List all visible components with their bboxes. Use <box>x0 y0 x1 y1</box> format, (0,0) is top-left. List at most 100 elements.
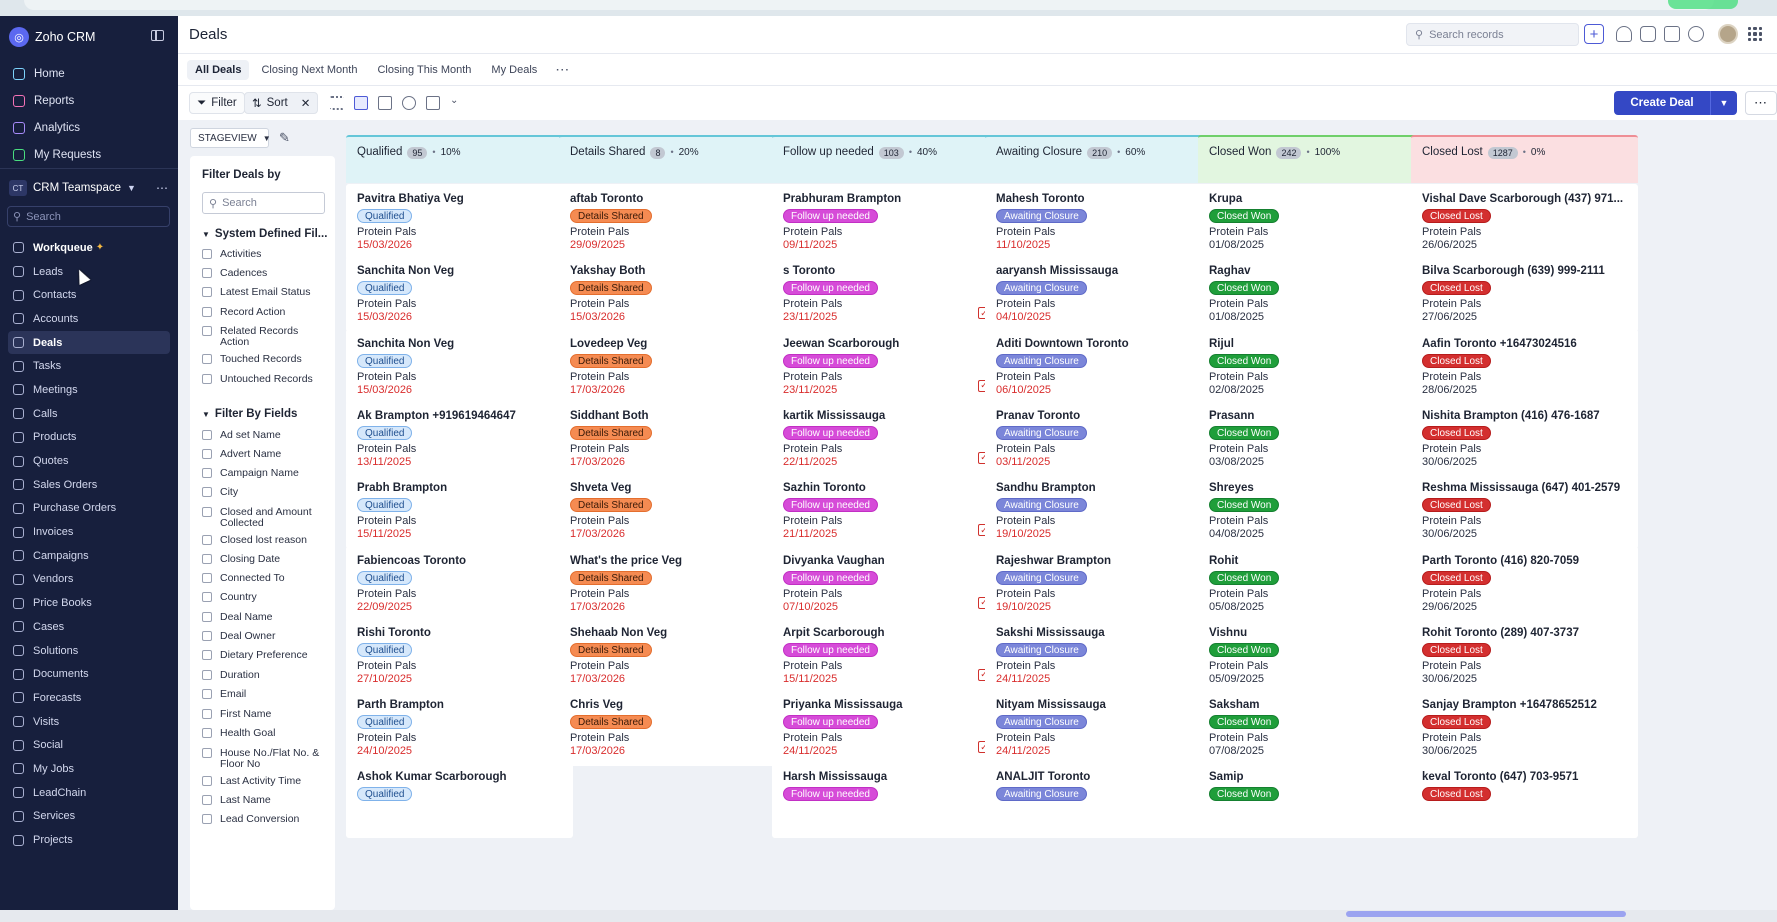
gear-icon[interactable] <box>1688 26 1704 42</box>
checkbox[interactable] <box>202 487 212 497</box>
checkbox[interactable] <box>202 612 212 622</box>
deal-card[interactable]: Shveta Veg Details Shared Protein Pals 17/0… <box>559 473 786 550</box>
deal-name[interactable]: Nityam Mississauga <box>996 699 1106 712</box>
kanban-view-icon[interactable] <box>354 96 368 110</box>
deal-card[interactable]: Rohit Closed Won Protein Pals 05/08/2025 <box>1198 545 1425 622</box>
account-name[interactable]: Protein Pals <box>357 442 417 455</box>
account-name[interactable]: Protein Pals <box>783 659 843 672</box>
filter-option-latest-email-status[interactable]: Latest Email Status <box>202 287 327 298</box>
deal-card[interactable]: Prabh Brampton Qualified Protein Pals 15/11… <box>346 473 573 550</box>
checkbox[interactable] <box>202 573 212 583</box>
stage-header[interactable]: Follow up needed 103 • 40% <box>772 135 999 183</box>
deal-card[interactable]: Arpit Scarborough Follow up needed Protein… <box>772 617 999 694</box>
deal-card[interactable]: Rishi Toronto Qualified Protein Pals 27/10/… <box>346 617 573 694</box>
deal-card[interactable]: Mahesh Toronto Awaiting Closure Protein Pa… <box>985 184 1212 260</box>
deal-name[interactable]: Sanjay Brampton +16478652512 <box>1422 699 1597 712</box>
sidebar-item-campaigns[interactable]: Campaigns <box>0 544 178 568</box>
filter-option-campaign-name[interactable]: Campaign Name <box>202 468 327 479</box>
deal-name[interactable]: Prabh Brampton <box>357 482 448 495</box>
more-options-icon[interactable]: ⋯ <box>156 181 169 195</box>
filter-option-last-activity-time[interactable]: Last Activity Time <box>202 776 327 787</box>
filter-option-activities[interactable]: Activities <box>202 249 327 260</box>
deal-card[interactable]: Nishita Brampton (416) 476-1687 Closed Lo… <box>1411 400 1638 477</box>
filter-option-related-records-action[interactable]: Related Records Action <box>202 326 327 348</box>
deal-name[interactable]: Sakshi Mississauga <box>996 626 1105 639</box>
account-name[interactable]: Protein Pals <box>357 587 417 600</box>
deal-card[interactable]: Lovedeep Veg Details Shared Protein Pals 17… <box>559 328 786 405</box>
stage-header[interactable]: Awaiting Closure 210 • 60% <box>985 135 1212 183</box>
deal-card[interactable]: Vishnu Closed Won Protein Pals 05/09/2025 <box>1198 617 1425 694</box>
deal-name[interactable]: Nishita Brampton (416) 476-1687 <box>1422 409 1600 422</box>
sidebar-item-tasks[interactable]: Tasks <box>0 354 178 378</box>
sidebar-item-contacts[interactable]: Contacts <box>0 283 178 307</box>
filter-option-last-name[interactable]: Last Name <box>202 795 327 806</box>
deal-card[interactable]: Prabhuram Brampton Follow up needed Protei… <box>772 184 999 260</box>
account-name[interactable]: Protein Pals <box>357 659 417 672</box>
tab-closing-this-month[interactable]: Closing This Month <box>377 63 472 76</box>
checkbox[interactable] <box>202 554 212 564</box>
deal-name[interactable]: Rijul <box>1209 337 1234 350</box>
checkbox[interactable] <box>202 631 212 641</box>
deal-card[interactable]: s Toronto Follow up needed Protein Pals 23/… <box>772 256 999 333</box>
deal-name[interactable]: Pranav Toronto <box>996 409 1081 422</box>
deal-card[interactable]: Sanjay Brampton +16478652512 Closed Lost P… <box>1411 690 1638 767</box>
deal-name[interactable]: aftab Toronto <box>570 193 644 205</box>
deal-card[interactable]: ANALJIT Toronto Awaiting Closure <box>985 762 1212 839</box>
deal-name[interactable]: Shreyes <box>1209 482 1254 495</box>
deal-name[interactable]: Prasann <box>1209 409 1255 422</box>
sidebar-item-my-requests[interactable]: My Requests <box>0 141 178 168</box>
account-name[interactable]: Protein Pals <box>570 515 630 528</box>
checkbox[interactable] <box>202 468 212 478</box>
account-name[interactable]: Protein Pals <box>1209 515 1269 528</box>
filter-option-country[interactable]: Country <box>202 592 327 603</box>
sidebar-item-reports[interactable]: Reports <box>0 87 178 114</box>
filter-option-lead-conversion[interactable]: Lead Conversion <box>202 814 327 825</box>
deal-name[interactable]: What's the price Veg <box>570 554 683 567</box>
deal-name[interactable]: aaryansh Mississauga <box>996 265 1119 278</box>
filter-option-cadences[interactable]: Cadences <box>202 268 327 279</box>
deal-card[interactable]: Yakshay Both Details Shared Protein Pals 15… <box>559 256 786 333</box>
filter-option-city[interactable]: City <box>202 487 327 498</box>
deal-name[interactable]: Rohit <box>1209 554 1239 567</box>
system-filters-heading[interactable]: ▼ System Defined Fil... <box>202 228 327 240</box>
pencil-icon[interactable]: ✎ <box>279 130 290 145</box>
account-name[interactable]: Protein Pals <box>783 587 843 600</box>
deal-card[interactable]: Aafin Toronto +16473024516 Closed Lost Pro… <box>1411 328 1638 405</box>
avatar[interactable] <box>1718 24 1738 44</box>
account-name[interactable]: Protein Pals <box>996 515 1056 528</box>
sidebar-item-forecasts[interactable]: Forecasts <box>0 686 178 710</box>
create-deal-button[interactable]: Create Deal <box>1614 91 1710 115</box>
filter-option-ad-set-name[interactable]: Ad set Name <box>202 430 327 441</box>
tab-all-deals[interactable]: All Deals <box>187 59 250 80</box>
checkbox[interactable] <box>202 354 212 364</box>
deal-name[interactable]: keval Toronto (647) 703-9571 <box>1422 771 1579 784</box>
deal-name[interactable]: Sanchita Non Veg <box>357 337 455 350</box>
tab-my-deals[interactable]: My Deals <box>491 63 538 76</box>
deal-card[interactable]: Aditi Downtown Toronto Awaiting Closure Pr… <box>985 328 1212 405</box>
marketplace-icon[interactable] <box>1664 26 1680 42</box>
account-name[interactable]: Protein Pals <box>570 659 630 672</box>
deal-card[interactable]: Prasann Closed Won Protein Pals 03/08/2025 <box>1198 400 1425 477</box>
account-name[interactable]: Protein Pals <box>357 370 417 383</box>
account-name[interactable]: Protein Pals <box>570 370 630 383</box>
sidebar-item-documents[interactable]: Documents <box>0 662 178 686</box>
checkbox[interactable] <box>202 287 212 297</box>
checkbox[interactable] <box>202 709 212 719</box>
close-icon[interactable]: ✕ <box>300 98 311 110</box>
deal-name[interactable]: ANALJIT Toronto <box>996 771 1091 784</box>
deal-name[interactable]: Siddhant Both <box>570 409 649 422</box>
checkbox[interactable] <box>202 728 212 738</box>
checkbox[interactable] <box>202 814 212 824</box>
sidebar-item-quotes[interactable]: Quotes <box>0 449 178 473</box>
deal-card[interactable]: Samip Closed Won <box>1198 762 1425 839</box>
field-filters-heading[interactable]: ▼ Filter By Fields <box>202 408 297 420</box>
sidebar-item-sales-orders[interactable]: Sales Orders <box>0 473 178 497</box>
account-name[interactable]: Protein Pals <box>996 226 1056 238</box>
sidebar-item-projects[interactable]: Projects <box>0 828 178 852</box>
deal-name[interactable]: Jeewan Scarborough <box>783 337 900 350</box>
sidebar-item-solutions[interactable]: Solutions <box>0 639 178 663</box>
deal-card[interactable]: Parth Brampton Qualified Protein Pals 24/10… <box>346 690 573 767</box>
deal-name[interactable]: Priyanka Mississauga <box>783 699 903 712</box>
deal-name[interactable]: Pavitra Bhatiya Veg <box>357 193 464 205</box>
deal-name[interactable]: Ashok Kumar Scarborough <box>357 771 507 784</box>
